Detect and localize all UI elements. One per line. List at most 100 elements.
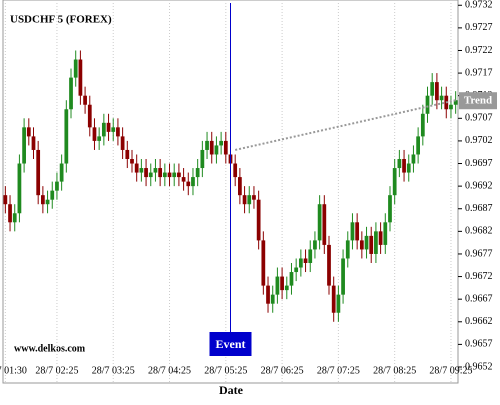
candle-body (266, 285, 270, 304)
candle-body (111, 127, 116, 132)
candle-body (359, 240, 364, 250)
y-tick-label: 0.9652 (465, 361, 493, 372)
candle-body (303, 258, 308, 263)
candle-body (45, 199, 50, 205)
candle-body (83, 95, 87, 105)
candle-body (355, 222, 360, 241)
candle-body (223, 140, 228, 155)
candle-body (17, 163, 22, 214)
candle-body (369, 235, 374, 254)
y-tick-label: 0.9687 (465, 203, 493, 214)
x-axis-label: Date (219, 383, 244, 397)
event-box (209, 332, 252, 356)
candle-body (317, 204, 322, 241)
candle-body (186, 181, 191, 187)
candle-body (73, 59, 78, 78)
y-tick-label: 0.9732 (465, 0, 493, 11)
candle-body (430, 82, 435, 96)
candle-body (36, 149, 41, 196)
candle-body (134, 163, 139, 173)
chart-title: USDCHF 5 (FOREX) (10, 14, 112, 26)
candle-body (162, 172, 167, 178)
candle-body (55, 181, 59, 191)
candle-body (322, 204, 327, 245)
candle-body (284, 285, 289, 291)
candle-body (416, 136, 421, 155)
candle-body (12, 213, 17, 223)
candle-body (167, 172, 172, 178)
candle-body (177, 172, 181, 178)
candle-body (345, 240, 350, 259)
x-tick-label: 28/7 09:25 (429, 365, 472, 376)
candle-body (242, 195, 247, 205)
candle-body (31, 136, 36, 150)
y-tick-label: 0.9722 (465, 45, 493, 56)
candle-body (327, 244, 331, 286)
candle-body (275, 276, 280, 295)
y-tick-label: 0.9667 (465, 293, 493, 304)
candle-body (397, 159, 402, 169)
candle-body (219, 140, 223, 146)
candle-body (435, 82, 439, 101)
y-tick-label: 0.9662 (465, 316, 493, 327)
candle-body (209, 140, 214, 155)
trend-box (459, 92, 497, 110)
y-tick-label: 0.9677 (465, 248, 493, 259)
candle-body (336, 294, 341, 313)
candle-body (97, 136, 102, 141)
footer: www.delkos.com (14, 343, 86, 354)
candle-body (280, 276, 284, 291)
trend-label: Trend (464, 95, 492, 107)
candle-body (106, 122, 111, 132)
y-tick-label: 0.9672 (465, 271, 493, 282)
x-tick-label: 28/7 03:25 (92, 365, 135, 376)
candle-body (411, 154, 416, 164)
y-tick-label: 0.9682 (465, 226, 493, 237)
candle-body (205, 140, 209, 150)
y-tick-label: 0.9727 (465, 22, 493, 33)
candle-body (383, 222, 388, 245)
candle-body (181, 177, 186, 182)
candle-body (195, 168, 200, 178)
candle-body (388, 195, 392, 223)
candle-body (101, 122, 106, 137)
candle-body (238, 177, 242, 196)
candle-body (144, 168, 148, 178)
candle-body (449, 104, 453, 110)
y-tick-label: 0.9702 (465, 135, 493, 146)
candle-body (439, 95, 444, 101)
candle-body (125, 149, 130, 159)
candle-body (78, 59, 83, 96)
candle-body (374, 231, 378, 254)
candle-body (261, 240, 266, 286)
x-tick-label: 28/7 01:30 (0, 365, 27, 376)
y-tick-label: 0.9697 (465, 158, 493, 169)
candle-body (191, 177, 195, 187)
candle-body (40, 195, 45, 205)
trend-line (234, 99, 456, 151)
candle-body (50, 190, 55, 200)
candle-body (69, 77, 73, 110)
x-tick-label: 28/7 07:25 (317, 365, 360, 376)
y-tick-label: 0.9692 (465, 180, 493, 191)
candle-body (130, 159, 134, 164)
candle-body (331, 285, 336, 313)
candle-body (8, 204, 12, 223)
candle-body (294, 267, 299, 273)
x-tick-label: 28/7 08:25 (373, 365, 416, 376)
plot-frame (2, 0, 459, 384)
candle-body (247, 195, 252, 205)
candle-body (92, 127, 97, 141)
candle-body (3, 195, 8, 205)
candle-body (406, 163, 411, 173)
candle-body (153, 168, 158, 173)
y-tick-label: 0.9657 (465, 339, 493, 350)
candle-body (87, 104, 92, 128)
candle-body (26, 127, 31, 137)
candle-body (308, 249, 313, 263)
candle-body (233, 163, 238, 178)
candle-body (158, 168, 163, 178)
event-label: Event (216, 337, 246, 351)
